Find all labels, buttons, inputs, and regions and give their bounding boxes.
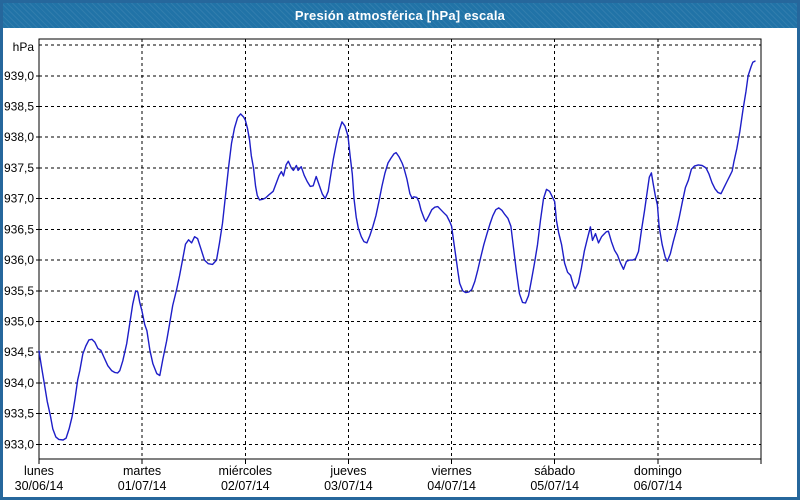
chart-area: 939,0 938,5 938,0 937,5 937,0 936,5 936,0 935,5… — [3, 28, 797, 497]
y-axis-tick-label: 938,5 — [4, 100, 34, 114]
y-axis-tick-label: 934,0 — [4, 376, 34, 390]
x-axis-day-label: martes — [123, 464, 161, 478]
y-axis-unit-label: hPa — [13, 40, 35, 54]
x-axis-day-label: miércoles — [219, 464, 273, 478]
plot-border — [38, 38, 762, 460]
x-axis-date-label: 02/07/14 — [221, 479, 270, 493]
window-title: Presión atmosférica [hPa] escala — [294, 8, 506, 23]
x-axis-date-label: 03/07/14 — [324, 479, 373, 493]
y-axis-tick-label: 934,5 — [4, 345, 34, 359]
x-axis-date-label: 30/06/14 — [15, 479, 64, 493]
title-bar: Presión atmosférica [hPa] escala — [3, 3, 797, 28]
pressure-chart: 939,0 938,5 938,0 937,5 937,0 936,5 936,0 935,5… — [4, 38, 762, 493]
x-axis-day-label: sábado — [534, 464, 575, 478]
x-axis-day-label: jueves — [329, 464, 366, 478]
pressure-line — [38, 60, 756, 441]
x-axis-date-label: 05/07/14 — [530, 479, 579, 493]
y-axis-tick-label: 939,0 — [4, 69, 34, 83]
y-axis-tick-label: 937,5 — [4, 161, 34, 175]
x-axis-date-label: 01/07/14 — [118, 479, 167, 493]
x-axis-date-label: 06/07/14 — [634, 479, 683, 493]
y-axis-tick-label: 933,5 — [4, 407, 34, 421]
x-axis-day-label: lunes — [24, 464, 54, 478]
x-axis-date-label: 04/07/14 — [427, 479, 476, 493]
y-axis-tick-label: 935,0 — [4, 315, 34, 329]
y-axis-tick-label: 936,5 — [4, 222, 34, 236]
y-axis-tick-label: 935,5 — [4, 284, 34, 298]
y-axis-tick-label: 933,0 — [4, 437, 34, 451]
x-axis-day-label: viernes — [431, 464, 471, 478]
x-axis-day-label: domingo — [634, 464, 682, 478]
y-axis-tick-label: 937,0 — [4, 192, 34, 206]
y-axis-tick-label: 936,0 — [4, 253, 34, 267]
y-axis-tick-label: 938,0 — [4, 130, 34, 144]
